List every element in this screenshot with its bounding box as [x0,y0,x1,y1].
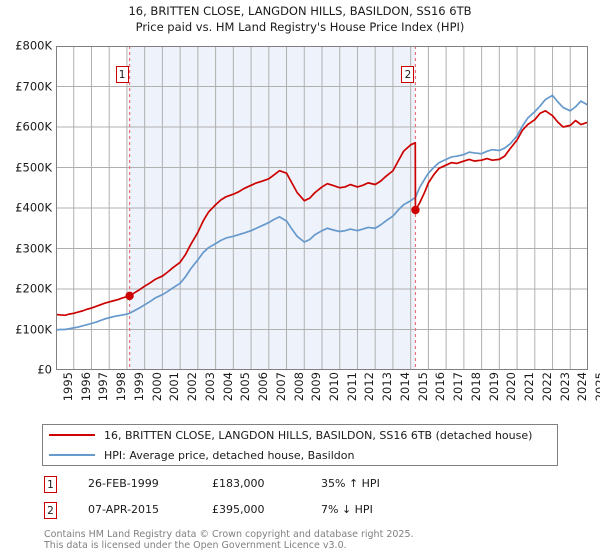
transaction-date: 07-APR-2015 [88,503,160,516]
x-tick-label: 1997 [96,372,111,402]
x-tick-label: 2015 [415,372,430,402]
x-tick-label: 2011 [344,372,359,402]
y-tick-label: £800K [15,38,52,53]
footer-line-2: This data is licensed under the Open Gov… [44,540,347,551]
x-tick-label: 2020 [504,372,519,402]
x-tick-label: 2022 [539,372,554,402]
transaction-point-2[interactable] [411,205,420,215]
transaction-price: £395,000 [212,503,265,516]
y-tick-label: £500K [15,160,52,174]
title-line-1: 16, BRITTEN CLOSE, LANGDON HILLS, BASILD… [128,4,472,18]
x-tick-label: 2000 [149,372,164,402]
plot-border [56,46,588,370]
transaction-date: 26-FEB-1999 [88,477,159,490]
legend-item-label: HPI: Average price, detached house, Basi… [104,448,355,462]
transaction-index-badge: 1 [44,476,57,493]
y-tick-label: £400K [15,200,52,215]
x-tick-label: 2003 [202,372,217,402]
y-tick-label: £600K [15,119,52,134]
x-tick-label: 2019 [486,372,501,402]
footer-attribution: Contains HM Land Registry data © Crown c… [44,529,584,551]
x-tick-label: 2021 [522,372,537,402]
transaction-point-markers [125,205,420,301]
x-tick-label: 1999 [131,372,146,402]
x-tick-label: 2012 [362,372,377,402]
series-hpi-line [56,94,588,331]
title-line-2: Price paid vs. HM Land Registry's House … [135,20,465,34]
x-tick-label: 2008 [291,372,306,402]
page-title: 16, BRITTEN CLOSE, LANGDON HILLS, BASILD… [0,3,600,35]
x-tick-label: 2025 [593,372,600,402]
transaction-hpi-delta: 7% ↓ HPI [321,503,373,516]
y-tick-label: £300K [15,241,52,255]
x-tick-label: 2005 [238,372,253,402]
transaction-price: £183,000 [212,477,265,490]
x-tick-label: 2004 [220,372,235,402]
x-tick-label: 2006 [256,372,271,402]
x-tick-label: 1998 [114,372,129,402]
transaction-list: 1 26-FEB-1999 £183,000 35% ↑ HPI 2 07-APR-201… [44,474,564,526]
footer-line-1: Contains HM Land Registry data © Crown c… [44,529,414,540]
legend-item-2[interactable]: HPI: Average price, detached house, Basi… [43,445,557,465]
grid-lines [56,46,588,370]
legend-color-swatch [49,434,95,436]
y-tick-label: £0 [37,362,52,377]
y-tick-label: £700K [15,79,52,93]
x-tick-label: 1996 [78,372,93,402]
x-tick-label: 2007 [273,372,288,402]
transaction-point-1[interactable] [125,291,134,301]
x-tick-label: 2017 [451,372,466,402]
x-tick-label: 2024 [575,372,590,402]
transaction-row[interactable]: 1 26-FEB-1999 £183,000 35% ↑ HPI [44,474,564,500]
x-tick-label: 2002 [185,372,200,402]
x-tick-label: 2013 [380,372,395,402]
chart-legend: 16, BRITTEN CLOSE, LANGDON HILLS, BASILD… [42,424,558,466]
transaction-row[interactable]: 2 07-APR-2015 £395,000 7% ↓ HPI [44,500,564,526]
transaction-hpi-delta: 35% ↑ HPI [321,477,380,490]
x-tick-label: 2018 [468,372,483,402]
x-tick-label: 2010 [327,372,341,402]
transaction-flag-1[interactable]: 1 [115,66,129,83]
x-axis: 1995 1996 1997 1998 1999 2000 2001 2002 2003 2004… [56,372,600,418]
series-hpi-line-path [56,94,588,331]
x-tick-label: 2009 [309,372,324,402]
legend-color-swatch [49,454,95,456]
legend-item-1[interactable]: 16, BRITTEN CLOSE, LANGDON HILLS, BASILD… [43,425,557,445]
x-tick-label: 2023 [557,372,572,402]
x-tick-label: 2016 [433,372,448,402]
x-tick-label: 2014 [397,372,412,402]
y-tick-label: £100K [15,322,52,336]
price-history-line-chart [56,46,588,370]
x-tick-label: 1995 [61,372,75,402]
y-tick-label: £200K [15,281,52,296]
transaction-index-badge: 2 [44,502,57,519]
chart-plot-area [56,46,588,370]
transaction-flag-2[interactable]: 2 [401,66,415,83]
legend-item-label: 16, BRITTEN CLOSE, LANGDON HILLS, BASILD… [104,428,533,442]
x-tick-label: 2001 [167,372,182,402]
y-axis: £0 £100K £200K £300K £400K £500K £600K £700K £80… [0,40,54,376]
